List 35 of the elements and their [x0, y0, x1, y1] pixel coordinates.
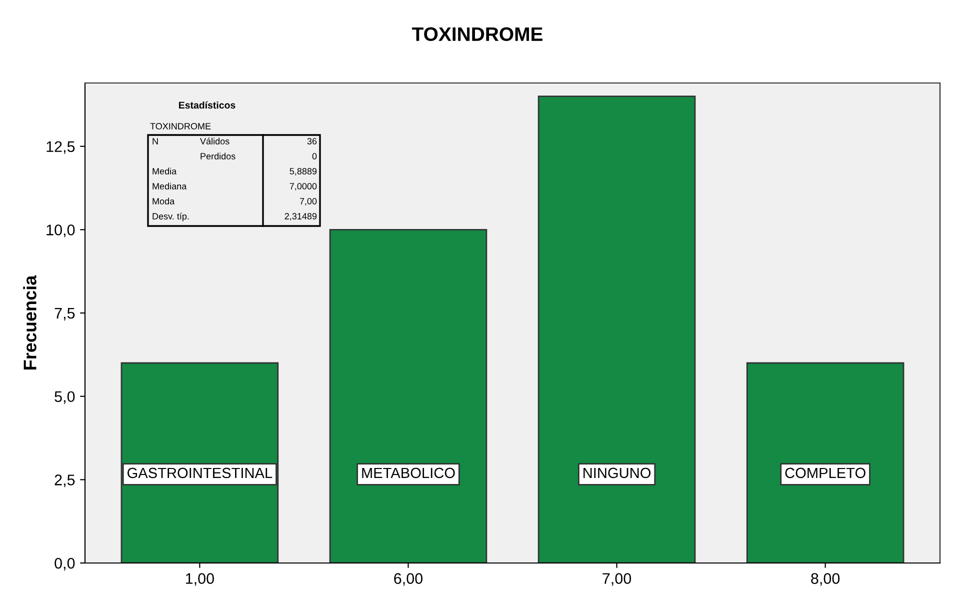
annotation: COMPLETO — [785, 468, 866, 478]
annotation: Mediana — [152, 182, 187, 190]
annotation: Perdidos — [200, 152, 236, 160]
annotation: 36 — [307, 138, 317, 144]
x-tick-label: 1,00 — [186, 573, 214, 586]
annotation: Estadísticos — [179, 101, 236, 109]
x-tick-label: 6,00 — [394, 573, 423, 586]
bar — [329, 228, 488, 563]
annotation: Moda — [152, 198, 175, 204]
annotation: 5,8889 — [290, 168, 317, 176]
annotation: 7,0000 — [290, 183, 317, 190]
y-tick-label: 7,5 — [54, 308, 75, 320]
annotation: N — [152, 138, 158, 144]
annotation: GASTROINTESTINAL — [128, 468, 272, 478]
annotation: Válidos — [200, 138, 230, 144]
y-tick-label: 5,0 — [54, 391, 75, 404]
y-tick-label: 12,5 — [46, 141, 75, 154]
x-tick-label: 7,00 — [602, 573, 632, 586]
bar — [120, 362, 279, 563]
annotation: NINGUNO — [584, 468, 651, 478]
annotation: METABOLICO — [362, 468, 455, 478]
y-tick-label: 2,5 — [54, 474, 75, 488]
y-tick-label: 10,0 — [46, 224, 75, 238]
annotation: Media — [152, 168, 177, 174]
annotation: Desv. típ. — [152, 212, 189, 222]
y-axis-title: Frecuencia — [23, 275, 36, 370]
bar — [538, 96, 696, 563]
annotation: 2,31489 — [284, 213, 317, 220]
annotation: 0 — [312, 153, 317, 160]
x-tick-label: 8,00 — [811, 573, 840, 586]
bar — [746, 362, 904, 563]
annotation: TOXINDROME — [150, 123, 211, 130]
annotation: 7,00 — [300, 198, 317, 206]
y-tick-label: 0,0 — [54, 558, 75, 570]
chart-title: TOXINDROME — [412, 27, 542, 42]
